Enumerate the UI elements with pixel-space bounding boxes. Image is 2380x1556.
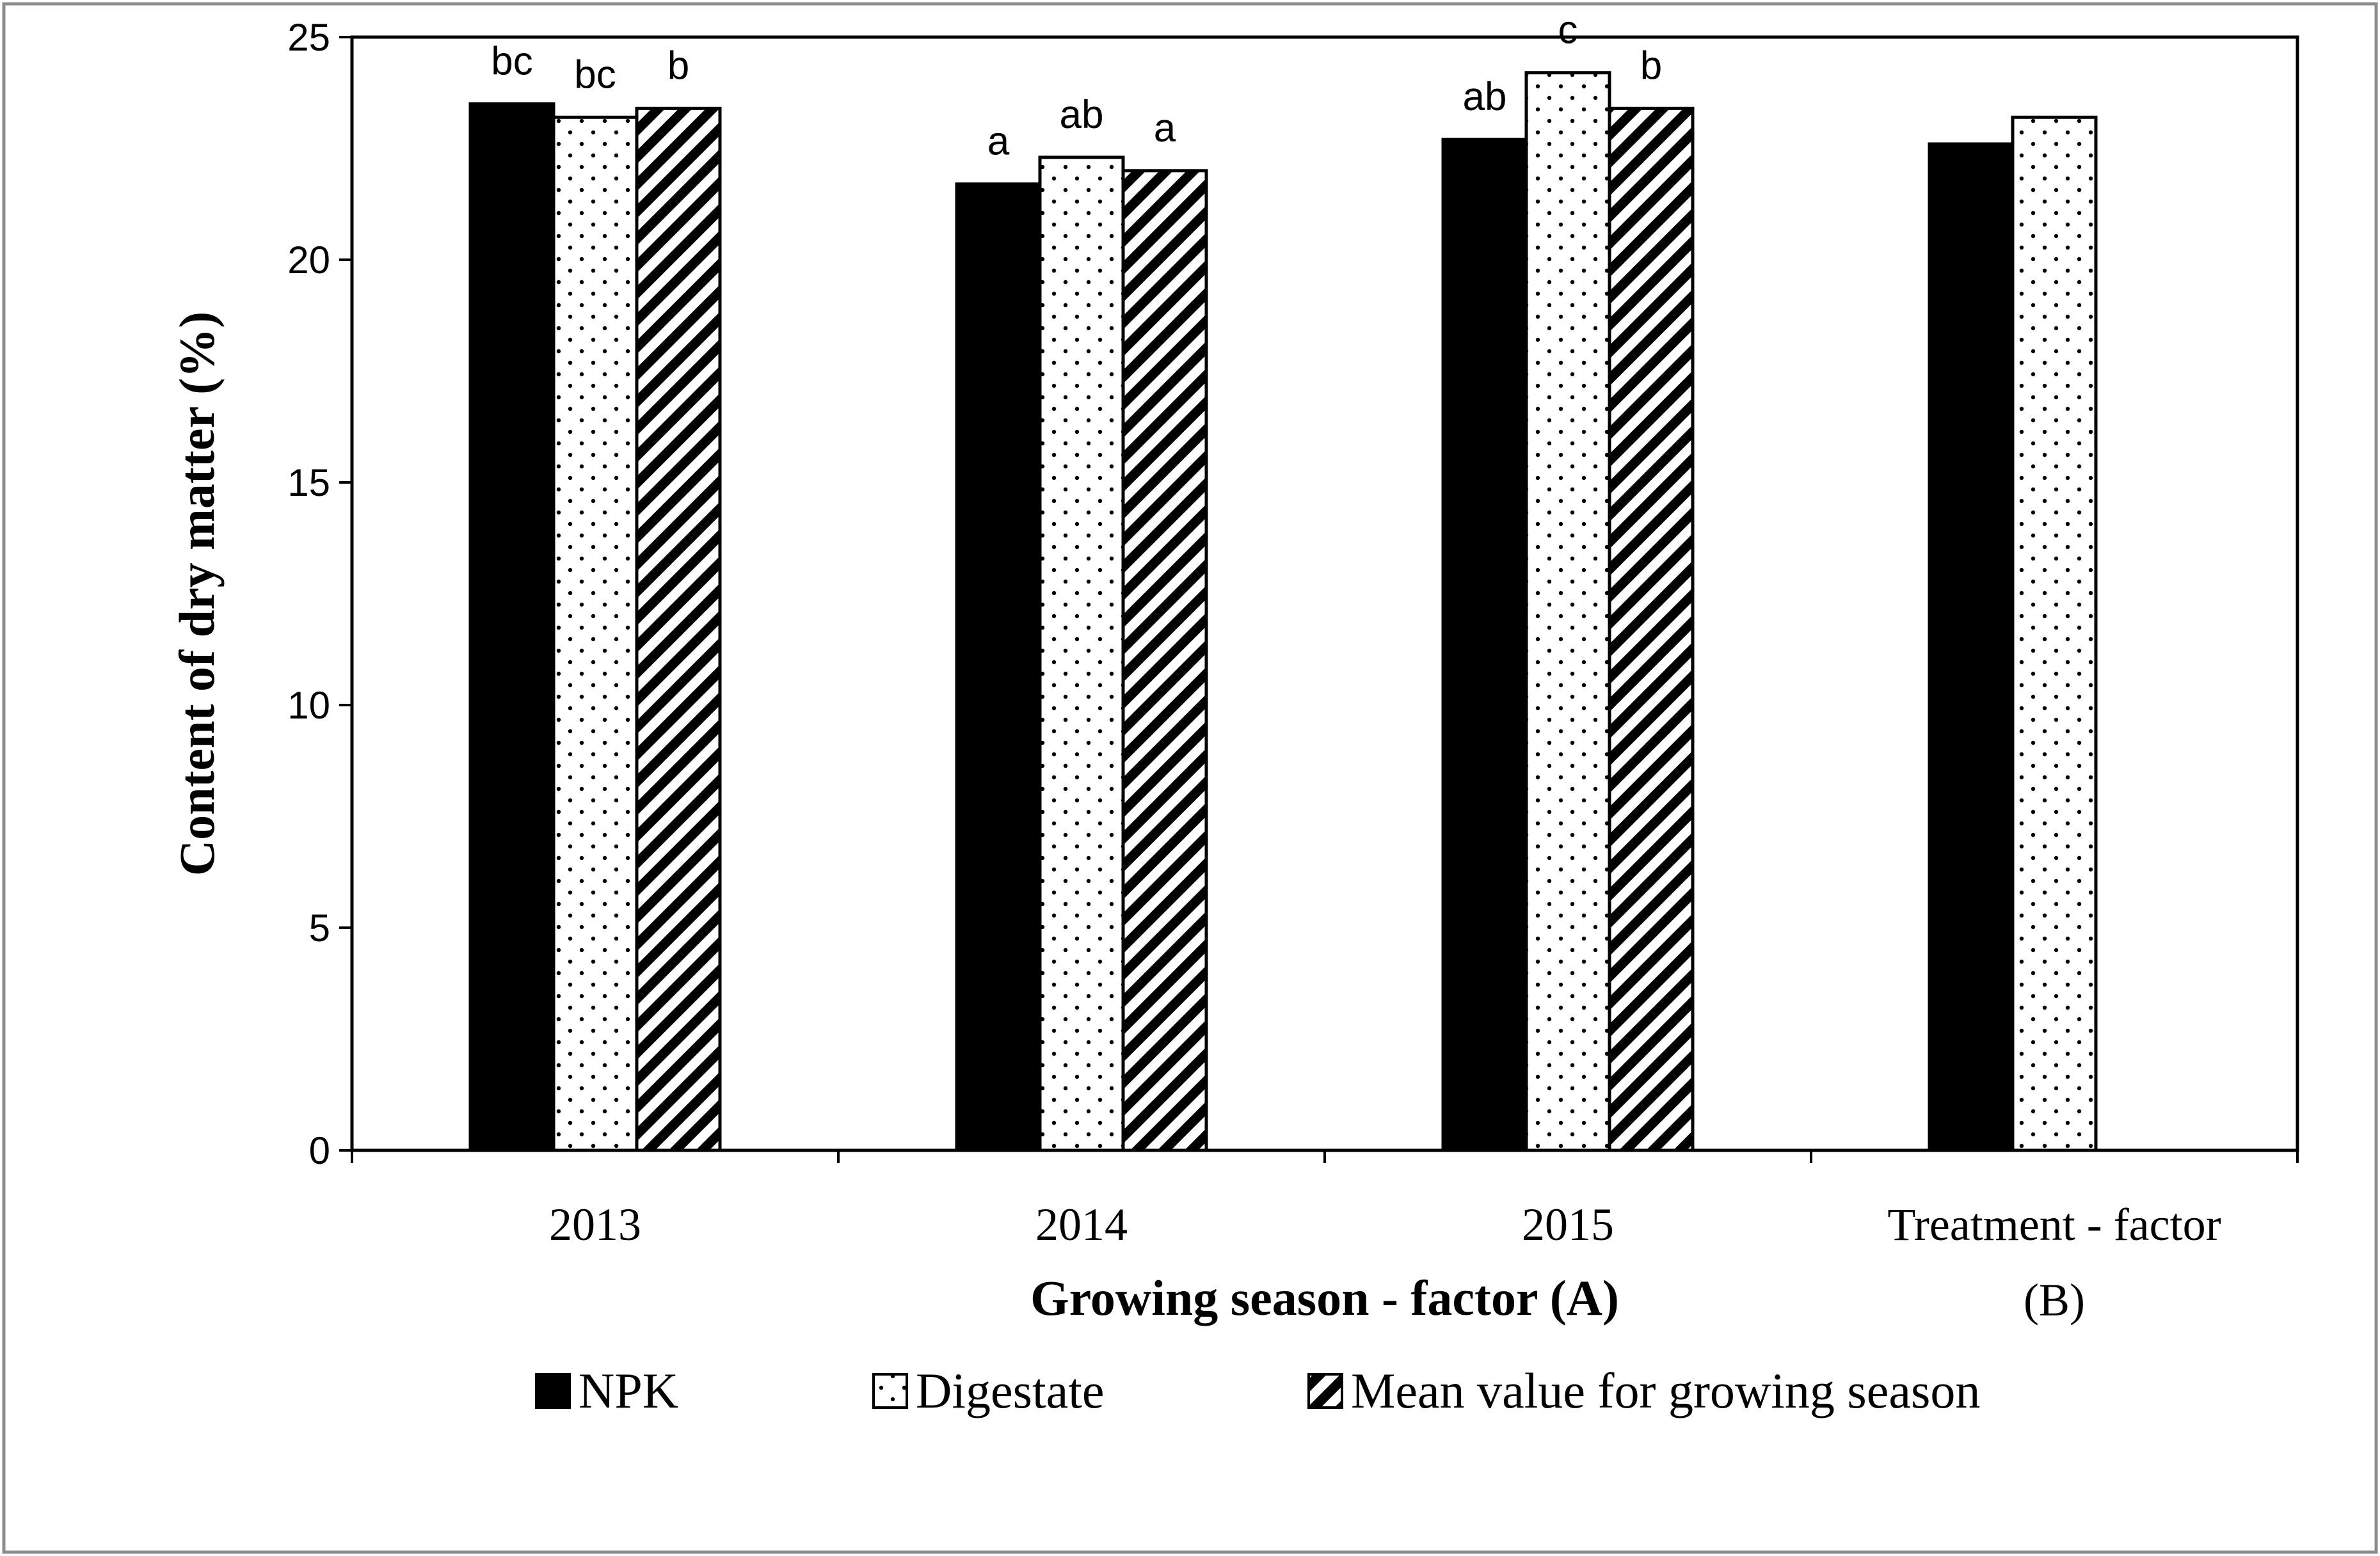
y-axis-title: Content of dry matter (%) <box>169 312 225 876</box>
legend-swatch <box>872 1373 908 1409</box>
legend-label: NPK <box>579 1363 678 1418</box>
bar-mean-value-for-growing-season-2 <box>1608 106 1695 1152</box>
legend-item-digestate: Digestate <box>872 1363 1105 1418</box>
bar-digestate-1 <box>1038 155 1125 1152</box>
x-category-label: 2014 <box>1035 1199 1128 1250</box>
legend-swatch <box>535 1373 571 1409</box>
legend-swatch <box>1307 1373 1343 1409</box>
y-tick-label: 10 <box>287 684 330 727</box>
significance-label: ab <box>1060 93 1104 137</box>
bar-npk-2 <box>1441 138 1528 1152</box>
bar-npk-1 <box>955 182 1042 1152</box>
legend-label: Digestate <box>916 1363 1105 1418</box>
significance-label: ab <box>1463 75 1507 119</box>
legend-label: Mean value for growing season <box>1351 1363 1980 1418</box>
significance-label: b <box>1640 44 1662 88</box>
y-tick-label: 25 <box>287 16 330 59</box>
bar-digestate-3 <box>2011 115 2098 1152</box>
x-axis-title: Growing season - factor (A) <box>1030 1270 1619 1326</box>
bar-mean-value-for-growing-season-1 <box>1121 169 1208 1152</box>
bar-digestate-0 <box>552 115 639 1152</box>
y-tick-label: 5 <box>309 907 330 949</box>
significance-label: bc <box>574 52 616 97</box>
x-category-label: (B) <box>2024 1274 2085 1326</box>
bar-npk-0 <box>468 102 555 1152</box>
x-category-label: Treatment - factor <box>1887 1199 2221 1250</box>
significance-label: bc <box>491 39 532 83</box>
y-tick-label: 20 <box>287 239 330 282</box>
significance-label: b <box>667 44 689 88</box>
legend-item-npk: NPK <box>535 1363 678 1418</box>
x-category-label: 2015 <box>1522 1199 1614 1250</box>
significance-label: a <box>1154 106 1176 150</box>
significance-label: a <box>987 120 1010 164</box>
y-tick-label: 15 <box>287 461 330 504</box>
significance-label: c <box>1558 8 1578 52</box>
bar-digestate-2 <box>1524 71 1611 1152</box>
bar-npk-3 <box>1928 142 2015 1152</box>
legend-item-mean-value-for-growing-season: Mean value for growing season <box>1307 1363 1980 1418</box>
y-tick-label: 0 <box>309 1129 330 1172</box>
x-category-label: 2013 <box>549 1199 641 1250</box>
bar-mean-value-for-growing-season-0 <box>635 106 722 1152</box>
